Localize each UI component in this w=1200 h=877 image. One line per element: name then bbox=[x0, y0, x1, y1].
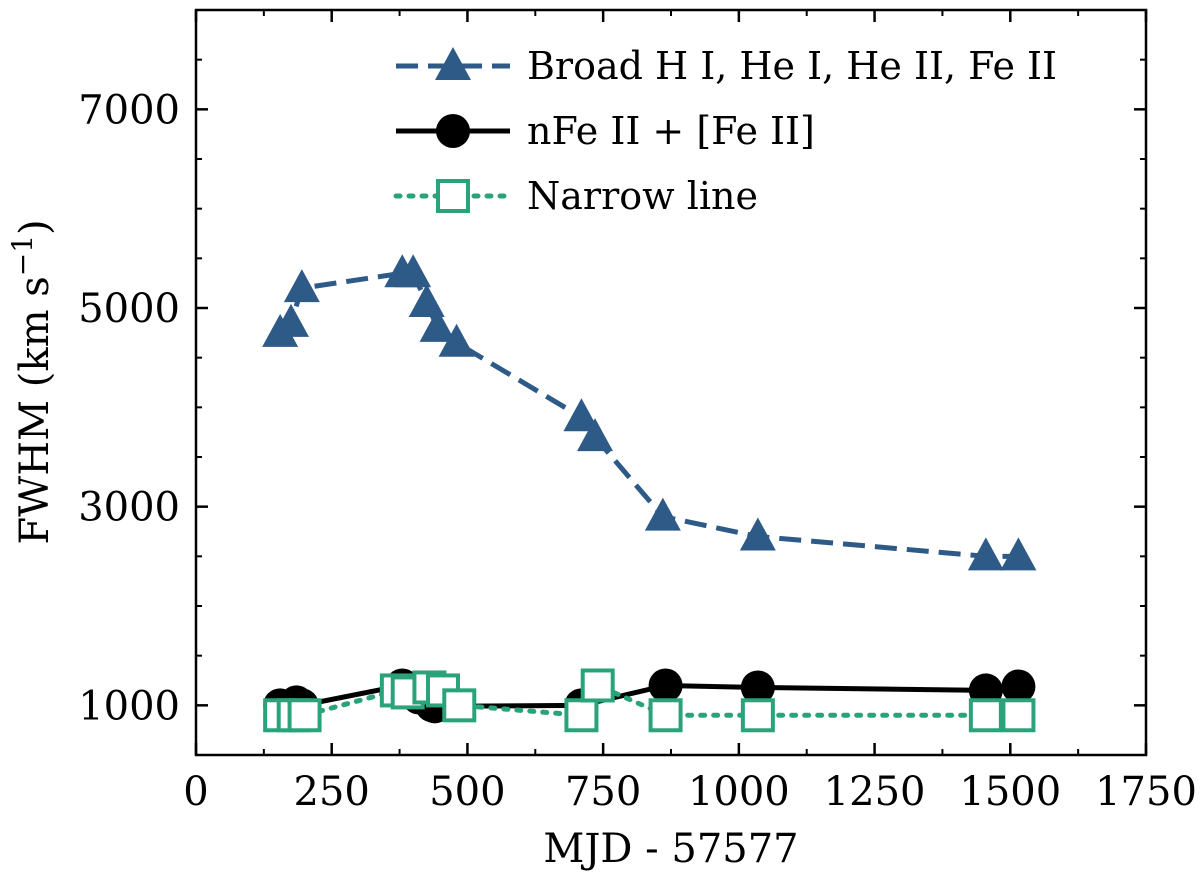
broad-marker bbox=[563, 398, 600, 432]
y-tick-label: 5000 bbox=[78, 286, 180, 332]
y-tick-label: 1000 bbox=[78, 683, 180, 729]
legend-marker-narrow bbox=[436, 179, 470, 213]
nfe-marker bbox=[648, 668, 683, 703]
broad-marker bbox=[283, 269, 320, 303]
nfe-marker bbox=[740, 670, 775, 705]
nfe-marker bbox=[1001, 669, 1036, 704]
x-tick-label: 250 bbox=[294, 769, 370, 815]
narrow-marker bbox=[648, 698, 683, 733]
x-tick-label: 1500 bbox=[959, 769, 1061, 815]
legend-label-narrow: Narrow line bbox=[527, 174, 758, 218]
x-tick-label: 1750 bbox=[1095, 769, 1197, 815]
y-axis-label: FWHM (km s−1) bbox=[6, 219, 59, 544]
broad-marker bbox=[273, 303, 309, 337]
y-tick-label: 7000 bbox=[78, 87, 180, 133]
legend-label-nfe: nFe II + [Fe II] bbox=[527, 109, 815, 153]
narrow-marker bbox=[564, 698, 599, 733]
legend-marker-nfe bbox=[436, 114, 470, 148]
x-axis-label: MJD - 57577 bbox=[543, 826, 798, 872]
ticks-layer: 0 250 500 750 1000 1250 1500 1750 1000 3000 5000 70… bbox=[78, 10, 1197, 815]
narrow-marker bbox=[580, 668, 615, 703]
y-axis-label-exponent: −1 bbox=[6, 235, 39, 276]
broad-marker bbox=[644, 497, 681, 531]
broad-marker bbox=[419, 308, 456, 342]
y-tick-label: 3000 bbox=[78, 485, 180, 531]
narrow-marker bbox=[968, 698, 1003, 733]
legend: Broad H I, He I, He II, Fe II nFe II + [… bbox=[393, 44, 1057, 218]
x-tick-label: 500 bbox=[429, 769, 505, 815]
broad-marker bbox=[1000, 537, 1037, 571]
series-line-0 bbox=[278, 270, 1019, 559]
legend-label-broad: Broad H I, He I, He II, Fe II bbox=[527, 44, 1057, 88]
broad-marker bbox=[438, 323, 475, 357]
broad-marker bbox=[408, 284, 445, 318]
broad-marker bbox=[739, 517, 776, 551]
narrow-marker bbox=[1001, 698, 1036, 733]
legend-marker-broad bbox=[435, 47, 471, 80]
x-tick-label: 0 bbox=[183, 769, 208, 815]
narrow-marker bbox=[287, 698, 322, 733]
broad-marker bbox=[967, 537, 1004, 571]
broad-marker bbox=[395, 254, 432, 288]
narrow-marker bbox=[442, 688, 477, 723]
narrow-marker bbox=[740, 698, 775, 733]
broad-marker bbox=[577, 418, 613, 452]
x-tick-label: 1250 bbox=[824, 769, 926, 815]
series-layer bbox=[262, 254, 1037, 733]
x-tick-label: 750 bbox=[565, 769, 641, 815]
x-tick-label: 1000 bbox=[688, 769, 790, 815]
